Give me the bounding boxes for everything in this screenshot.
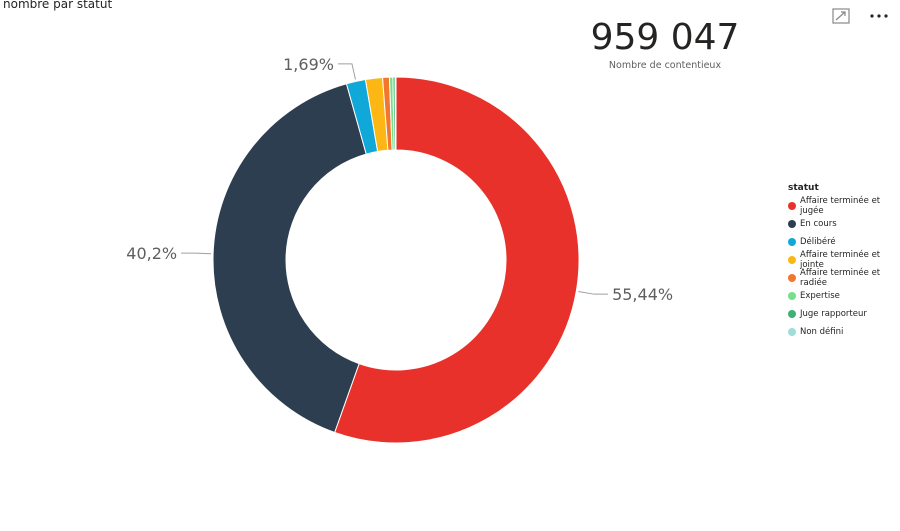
legend-item[interactable]: En cours xyxy=(788,215,900,233)
donut-slice-0[interactable] xyxy=(334,76,580,444)
legend-label: Expertise xyxy=(800,291,840,301)
kpi-label: Nombre de contentieux xyxy=(608,60,722,71)
legend-label: Délibéré xyxy=(800,237,836,247)
legend-item[interactable]: Délibéré xyxy=(788,233,900,251)
legend-marker-icon xyxy=(788,328,796,336)
donut-slice-7[interactable] xyxy=(394,76,397,151)
data-label-1: 40,2% xyxy=(126,244,177,263)
kpi-value: 959 047 xyxy=(590,17,740,58)
legend-item[interactable]: Non défini xyxy=(788,323,900,341)
data-label-0: 55,44% xyxy=(612,285,673,304)
donut-slice-1[interactable] xyxy=(212,83,367,434)
legend-label: Non défini xyxy=(800,327,844,337)
legend-marker-icon xyxy=(788,310,796,318)
legend-label: En cours xyxy=(800,219,837,229)
data-label-leader-0 xyxy=(578,290,609,295)
legend-marker-icon xyxy=(788,256,796,264)
data-label-2: 1,69% xyxy=(283,55,334,74)
legend-label: Juge rapporteur xyxy=(800,309,867,319)
legend-item[interactable]: Affaire terminée et radiée xyxy=(788,268,900,288)
data-label-leader-1 xyxy=(181,252,212,255)
visual-header-icons xyxy=(830,6,890,26)
legend-label: Affaire terminée et jugée xyxy=(800,196,881,216)
legend-title: statut xyxy=(788,183,819,193)
more-options-icon[interactable] xyxy=(868,6,890,26)
visual-title: nombre par statut xyxy=(3,0,113,11)
legend-marker-icon xyxy=(788,292,796,300)
focus-mode-icon[interactable] xyxy=(830,6,852,26)
legend-item[interactable]: Juge rapporteur xyxy=(788,305,900,323)
data-label-leader-2 xyxy=(337,63,356,80)
legend-item[interactable]: Affaire terminée et jugée xyxy=(788,196,900,216)
legend-marker-icon xyxy=(788,274,796,282)
legend-marker-icon xyxy=(788,220,796,228)
kpi-card: 959 047 Nombre de contentieux xyxy=(560,17,770,72)
legend-item[interactable]: Expertise xyxy=(788,287,900,305)
legend-marker-icon xyxy=(788,202,796,210)
legend-item[interactable]: Affaire terminée et jointe xyxy=(788,250,900,270)
legend-label: Affaire terminée et jointe xyxy=(800,250,881,270)
legend-marker-icon xyxy=(788,238,796,246)
chart-legend: statut Affaire terminée et jugée En cours… xyxy=(788,183,900,341)
legend-label: Affaire terminée et radiée xyxy=(800,268,881,288)
